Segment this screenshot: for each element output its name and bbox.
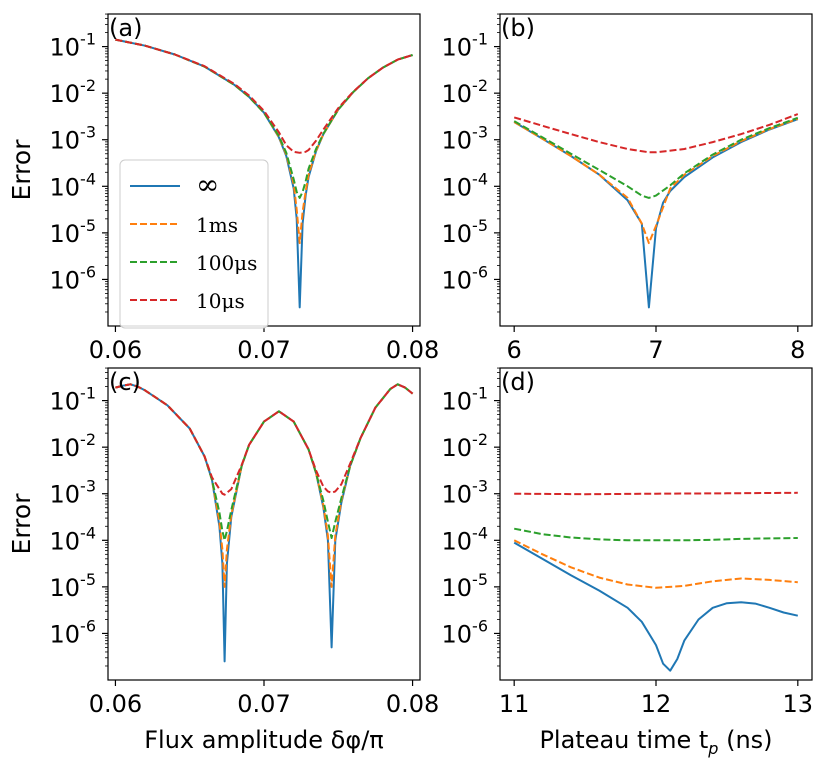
y-axis-label: Error: [7, 493, 36, 555]
x-tick-label: 12: [641, 690, 672, 718]
axes-frame: [499, 13, 813, 327]
legend-label: 10μs: [196, 289, 245, 313]
series-line-10s-3: [115, 383, 414, 496]
legend-label: 100μs: [196, 251, 257, 275]
y-tick-label: 10-2: [50, 76, 97, 108]
y-tick-label: 10-1: [50, 30, 97, 62]
x-tick-label: 8: [790, 336, 805, 364]
y-tick-label: 10-2: [442, 76, 489, 108]
y-tick-label: 10-3: [50, 123, 97, 155]
series-line-100s-2: [513, 116, 799, 199]
series-line-10s-3: [513, 113, 799, 154]
y-tick-label: 10-4: [442, 169, 489, 201]
series-line--0: [513, 541, 799, 672]
axes-frame: [107, 367, 421, 681]
legend-label: 1ms: [196, 213, 238, 237]
series-line-10s-3: [514, 491, 798, 496]
panel-label: (d): [501, 368, 535, 396]
y-tick-label: 10-5: [442, 216, 489, 248]
x-tick-label: 0.06: [89, 690, 142, 718]
y-tick-label: 10-3: [442, 477, 489, 509]
x-tick-label: 7: [648, 336, 663, 364]
y-tick-label: 10-6: [50, 616, 97, 648]
panel-0: 10-1 10-2 10-3 10-4 10-5 10-6 0.06 0.07 0.08 (a) E…: [7, 13, 439, 364]
y-tick-label: 10-5: [442, 570, 489, 602]
y-tick-label: 10-5: [50, 570, 97, 602]
y-tick-label: 10-2: [50, 430, 97, 462]
panel-2: 10-1 10-2 10-3 10-4 10-5 10-6 0.06 0.07 0.08 (c) E…: [7, 367, 439, 754]
y-tick-label: 10-4: [50, 169, 97, 201]
legend: ∞ 1ms 100μs 10μs: [119, 159, 269, 329]
x-tick-label: 13: [783, 690, 814, 718]
y-tick-label: 10-4: [50, 523, 97, 555]
panel-label: (c): [109, 368, 141, 396]
y-tick-label: 10-1: [442, 384, 489, 416]
y-tick-label: 10-5: [50, 216, 97, 248]
x-tick-label: 0.08: [386, 690, 439, 718]
x-tick-label: 0.06: [89, 336, 142, 364]
y-axis-label: Error: [7, 139, 36, 201]
legend-label: ∞: [196, 168, 219, 201]
y-tick-label: 10-1: [50, 384, 97, 416]
panel-1: 10-1 10-2 10-3 10-4 10-5 10-6 6 7 8 (b): [442, 13, 813, 364]
y-tick-label: 10-2: [442, 430, 489, 462]
y-tick-label: 10-1: [442, 30, 489, 62]
series-line-1ms-1: [513, 539, 798, 589]
series-line-100s-2: [514, 527, 798, 542]
series-line--0: [513, 118, 799, 309]
x-axis-label: Flux amplitude δφ/π: [144, 726, 383, 754]
y-tick-label: 10-4: [442, 523, 489, 555]
panel-label: (b): [501, 14, 535, 42]
series-line-1ms-1: [513, 117, 799, 245]
series-line-100s-2: [115, 383, 414, 542]
y-tick-label: 10-3: [442, 123, 489, 155]
series-line-1ms-1: [115, 383, 414, 588]
x-tick-label: 11: [499, 690, 530, 718]
y-tick-label: 10-6: [442, 616, 489, 648]
y-tick-label: 10-3: [50, 477, 97, 509]
legend-box: [119, 159, 269, 329]
axes-frame: [499, 367, 813, 681]
series-line--0: [115, 383, 414, 663]
x-tick-label: 0.08: [386, 336, 439, 364]
panel-3: 10-1 10-2 10-3 10-4 10-5 10-6 11 12 13 (d) Plateau…: [442, 367, 814, 758]
x-axis-label: Plateau time tp (ns): [539, 726, 772, 758]
series-line-10s-3: [115, 38, 413, 154]
x-tick-label: 6: [507, 336, 522, 364]
y-tick-label: 10-6: [442, 262, 489, 294]
x-tick-label: 0.07: [237, 690, 290, 718]
panel-label: (a): [109, 14, 142, 42]
y-tick-label: 10-6: [50, 262, 97, 294]
x-tick-label: 0.07: [237, 336, 290, 364]
